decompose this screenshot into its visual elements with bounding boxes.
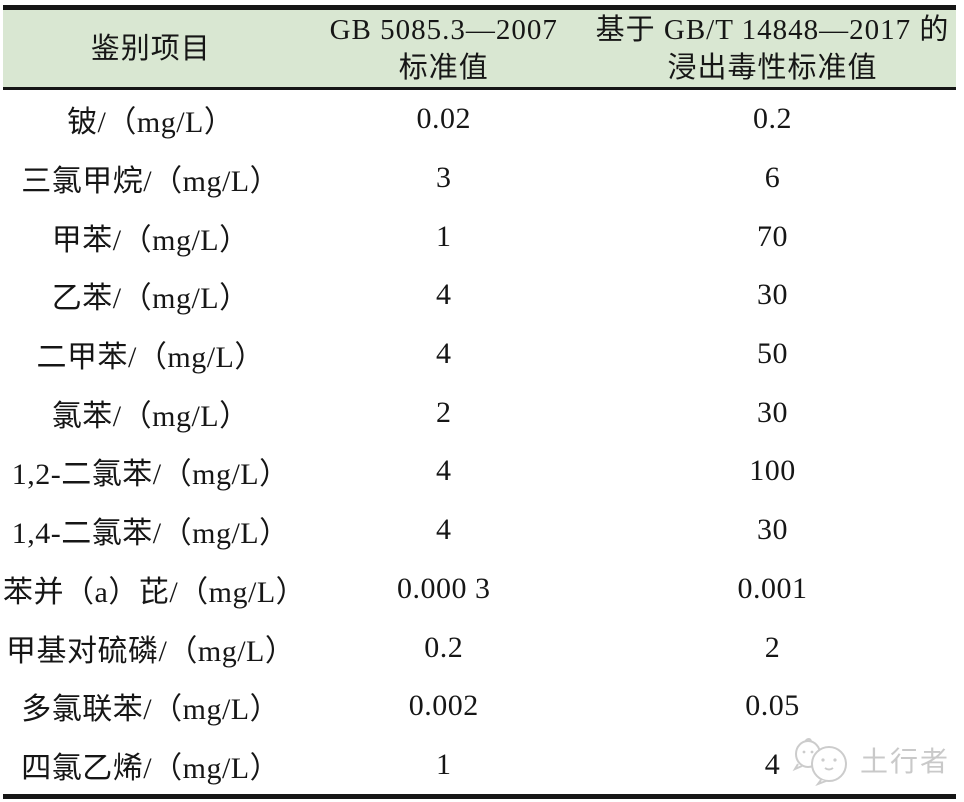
gb5085-value: 0.02 bbox=[416, 102, 471, 136]
gb5085-value: 4 bbox=[436, 454, 452, 488]
gb5085-value: 4 bbox=[436, 337, 452, 371]
standards-table: 鉴别项目 GB 5085.3—2007 标准值 基于 GB/T 14848—20… bbox=[3, 5, 956, 800]
gb5085-value: 0.2 bbox=[424, 630, 464, 664]
gbt14848-value: 30 bbox=[757, 278, 789, 312]
row-item-label: 甲基对硫磷/（mg/L） bbox=[6, 634, 296, 668]
gbt14848-value: 4 bbox=[764, 747, 781, 781]
table-row: 1,4-二氯苯/（mg/L） 4 30 bbox=[3, 501, 956, 560]
table-row: 苯并（a）芘/（mg/L） 0.000 3 0.001 bbox=[3, 560, 956, 619]
row-item-label: 苯并（a）芘/（mg/L） bbox=[3, 575, 307, 609]
gb5085-value: 0.000 3 bbox=[397, 571, 491, 605]
gb5085-value: 0.002 bbox=[408, 689, 479, 723]
header-col-gbt14848: 基于 GB/T 14848—2017 的 浸出毒性标准值 bbox=[589, 11, 956, 87]
table-row: 乙苯/（mg/L） 4 30 bbox=[3, 266, 956, 325]
gbt14848-value: 100 bbox=[749, 454, 796, 488]
table-row: 氯苯/（mg/L） 2 30 bbox=[3, 383, 956, 442]
table-row: 甲基对硫磷/（mg/L） 0.2 2 bbox=[3, 618, 956, 677]
gbt14848-value: 30 bbox=[757, 395, 789, 429]
table-row: 1,2-二氯苯/（mg/L） 4 100 bbox=[3, 442, 956, 501]
gb5085-value: 3 bbox=[436, 161, 452, 195]
header-col-item-label: 鉴别项目 bbox=[90, 32, 211, 65]
gbt14848-value: 0.2 bbox=[753, 102, 793, 136]
watermark: 土行者 bbox=[791, 734, 950, 786]
gb5085-value: 1 bbox=[436, 219, 452, 253]
table-row: 多氯联苯/（mg/L） 0.002 0.05 bbox=[3, 677, 956, 736]
gbt14848-value: 6 bbox=[764, 161, 781, 195]
table-row: 四氯乙烯/（mg/L） 1 4 bbox=[3, 736, 956, 795]
row-item-label: 氯苯/（mg/L） bbox=[51, 399, 250, 433]
gbt14848-value: 30 bbox=[757, 513, 789, 547]
header-col-gb5085: GB 5085.3—2007 标准值 bbox=[298, 11, 589, 87]
row-item-label: 甲苯/（mg/L） bbox=[51, 223, 250, 257]
table-row: 二甲苯/（mg/L） 4 50 bbox=[3, 325, 956, 384]
mascot-blobs-icon bbox=[791, 734, 855, 786]
gbt14848-value: 70 bbox=[757, 219, 789, 253]
table-row: 三氯甲烷/（mg/L） 3 6 bbox=[3, 149, 956, 208]
gbt14848-value: 0.05 bbox=[745, 689, 800, 723]
gb5085-value: 4 bbox=[436, 278, 452, 312]
gbt14848-value: 2 bbox=[764, 630, 781, 664]
header-col-gbt14848-line1: 基于 GB/T 14848—2017 的 bbox=[595, 13, 950, 46]
row-item-label: 四氯乙烯/（mg/L） bbox=[21, 751, 281, 785]
row-item-label: 铍/（mg/L） bbox=[67, 106, 235, 140]
table-header: 鉴别项目 GB 5085.3—2007 标准值 基于 GB/T 14848—20… bbox=[3, 5, 956, 90]
table-row: 铍/（mg/L） 0.02 0.2 bbox=[3, 90, 956, 149]
header-col-gb5085-line1: GB 5085.3—2007 bbox=[329, 13, 558, 46]
header-col-item: 鉴别项目 bbox=[3, 30, 298, 68]
gb5085-value: 1 bbox=[436, 747, 452, 781]
row-item-label: 二甲苯/（mg/L） bbox=[36, 341, 265, 375]
header-col-gb5085-line2: 标准值 bbox=[398, 51, 489, 84]
row-item-label: 多氯联苯/（mg/L） bbox=[21, 693, 281, 727]
gbt14848-value: 0.001 bbox=[737, 571, 808, 605]
header-col-gbt14848-line2: 浸出毒性标准值 bbox=[667, 51, 878, 84]
row-item-label: 三氯甲烷/（mg/L） bbox=[21, 165, 281, 199]
watermark-text: 土行者 bbox=[859, 747, 950, 778]
row-item-label: 1,4-二氯苯/（mg/L） bbox=[11, 517, 290, 551]
gb5085-value: 4 bbox=[436, 513, 452, 547]
gb5085-value: 2 bbox=[436, 395, 452, 429]
table-row: 甲苯/（mg/L） 1 70 bbox=[3, 207, 956, 266]
table-body: 铍/（mg/L） 0.02 0.2 三氯甲烷/（mg/L） 3 6 甲苯/（mg/L） 1 70… bbox=[3, 90, 956, 795]
gbt14848-value: 50 bbox=[757, 337, 789, 371]
row-item-label: 乙苯/（mg/L） bbox=[51, 282, 250, 316]
row-item-label: 1,2-二氯苯/（mg/L） bbox=[11, 458, 290, 492]
